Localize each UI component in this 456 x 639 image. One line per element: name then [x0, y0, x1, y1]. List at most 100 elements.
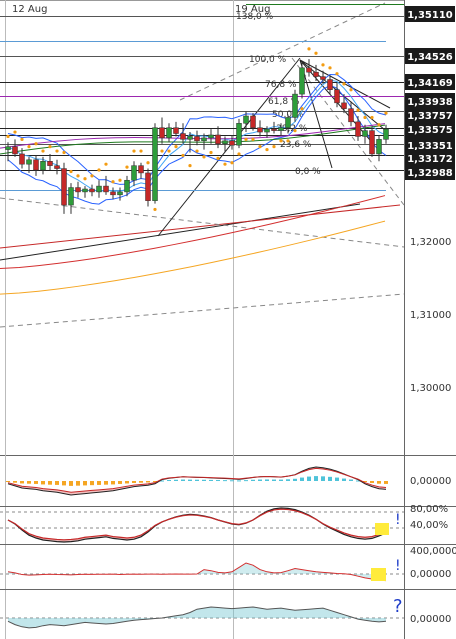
candle: [285, 114, 291, 134]
sar-dot: [195, 149, 199, 153]
candle: [229, 134, 235, 150]
mom-line: [7, 606, 387, 629]
macd-bar: [90, 481, 94, 486]
sar-dot: [181, 153, 185, 158]
macd-signal: [7, 467, 387, 493]
candle: [138, 162, 144, 179]
macd-bar: [370, 481, 374, 483]
candle: [341, 94, 347, 114]
price-tag-134526-text: 1,34526: [407, 52, 453, 63]
candle: [208, 129, 214, 144]
sar-dot: [41, 149, 45, 153]
candle: [124, 175, 130, 197]
price-tag-135110: 1,35110: [405, 6, 455, 22]
candle: [362, 124, 368, 144]
macd-bar: [34, 481, 38, 484]
sar-dot: [335, 72, 339, 76]
sar-dot: [20, 137, 24, 141]
macd-bar: [188, 479, 192, 481]
stochastic-pane: 80,00% 40,00% !: [0, 504, 456, 545]
sar-dot: [139, 149, 143, 153]
candle: [320, 70, 326, 84]
candle: [236, 118, 242, 149]
price-tag-133351-text: 1,33351: [407, 141, 453, 152]
sar-dot: [286, 139, 290, 143]
macd-bar: [20, 481, 24, 484]
sar-dot: [272, 145, 276, 149]
price-tag-133172-text: 1,33172: [407, 154, 453, 165]
macd-bar: [251, 479, 255, 481]
stoch-axis-80: 80,00%: [410, 504, 448, 515]
sar-dot: [76, 174, 80, 178]
candles: [5, 59, 389, 214]
cci-pane: 400,0000 0,00000 !: [0, 545, 456, 590]
candle: [243, 111, 249, 133]
sar-dot: [251, 137, 255, 141]
sar-dot: [34, 142, 38, 146]
macd-bar: [97, 481, 101, 485]
candle: [264, 126, 270, 138]
sar-dot: [62, 150, 66, 155]
candle: [348, 101, 354, 127]
price-tag-133575: 1,33575: [405, 121, 455, 137]
sar-dot: [6, 134, 10, 139]
sar-dot: [48, 145, 52, 149]
sar-dot: [146, 161, 150, 165]
price-tag-135110-text: 1,35110: [407, 10, 453, 21]
sar-dot: [314, 51, 318, 55]
blue-question-mark: ?: [393, 596, 403, 617]
cci-axis-zero: 0,00000: [410, 569, 451, 580]
candle: [173, 121, 179, 137]
macd-bar: [209, 479, 213, 481]
price-tag-133757-text: 1,33757: [407, 111, 453, 122]
price-tag-133938: 1,33938: [405, 93, 455, 109]
candle: [194, 130, 200, 146]
sar-dot: [258, 145, 262, 149]
mom-fill: [8, 607, 386, 628]
macd-bar: [363, 481, 367, 482]
candle: [299, 60, 305, 99]
sar-dot: [356, 108, 360, 112]
sar-dot: [111, 180, 115, 184]
candle: [292, 89, 298, 122]
sar-dot: [384, 111, 388, 115]
sar-dot: [237, 152, 241, 156]
price-tag-134526: 1,34526: [405, 48, 455, 64]
sar-dot: [265, 147, 269, 152]
sar-dot: [160, 149, 164, 153]
sar-dot: [90, 174, 94, 178]
candle: [180, 123, 186, 144]
candle: [257, 120, 263, 137]
macd-bar: [160, 480, 164, 482]
cci-fill: [8, 563, 386, 581]
candle: [166, 123, 172, 143]
macd-bar: [104, 481, 108, 485]
x-label-12aug: 12 Aug: [12, 4, 47, 15]
macd-bar: [314, 476, 318, 481]
macd-bar: [237, 480, 241, 482]
macd-pane: 0,00000: [0, 456, 456, 507]
macd-axis-zero: 0,00000: [410, 476, 451, 487]
sar-dot: [300, 107, 304, 111]
mom-axis-zero: 0,00000: [410, 614, 451, 625]
candle: [369, 126, 375, 157]
macd-bar: [202, 479, 206, 481]
parabolic-sar: [6, 47, 388, 212]
candle: [145, 168, 151, 207]
axis-tick-131000: 1,31000: [410, 310, 451, 321]
macd-bar: [195, 479, 199, 481]
candle: [159, 117, 165, 144]
sar-dot: [132, 149, 136, 153]
macd-bar: [377, 481, 381, 484]
axis-tick-132000: 1,32000: [410, 237, 451, 248]
candle: [117, 187, 123, 201]
fib-label-138: 138,0 %: [236, 12, 274, 22]
sar-dot: [321, 63, 325, 67]
candle: [61, 162, 67, 214]
macd-bar: [41, 481, 45, 485]
candle: [383, 124, 389, 144]
macd-bar: [272, 479, 276, 481]
sar-dot: [223, 162, 227, 166]
